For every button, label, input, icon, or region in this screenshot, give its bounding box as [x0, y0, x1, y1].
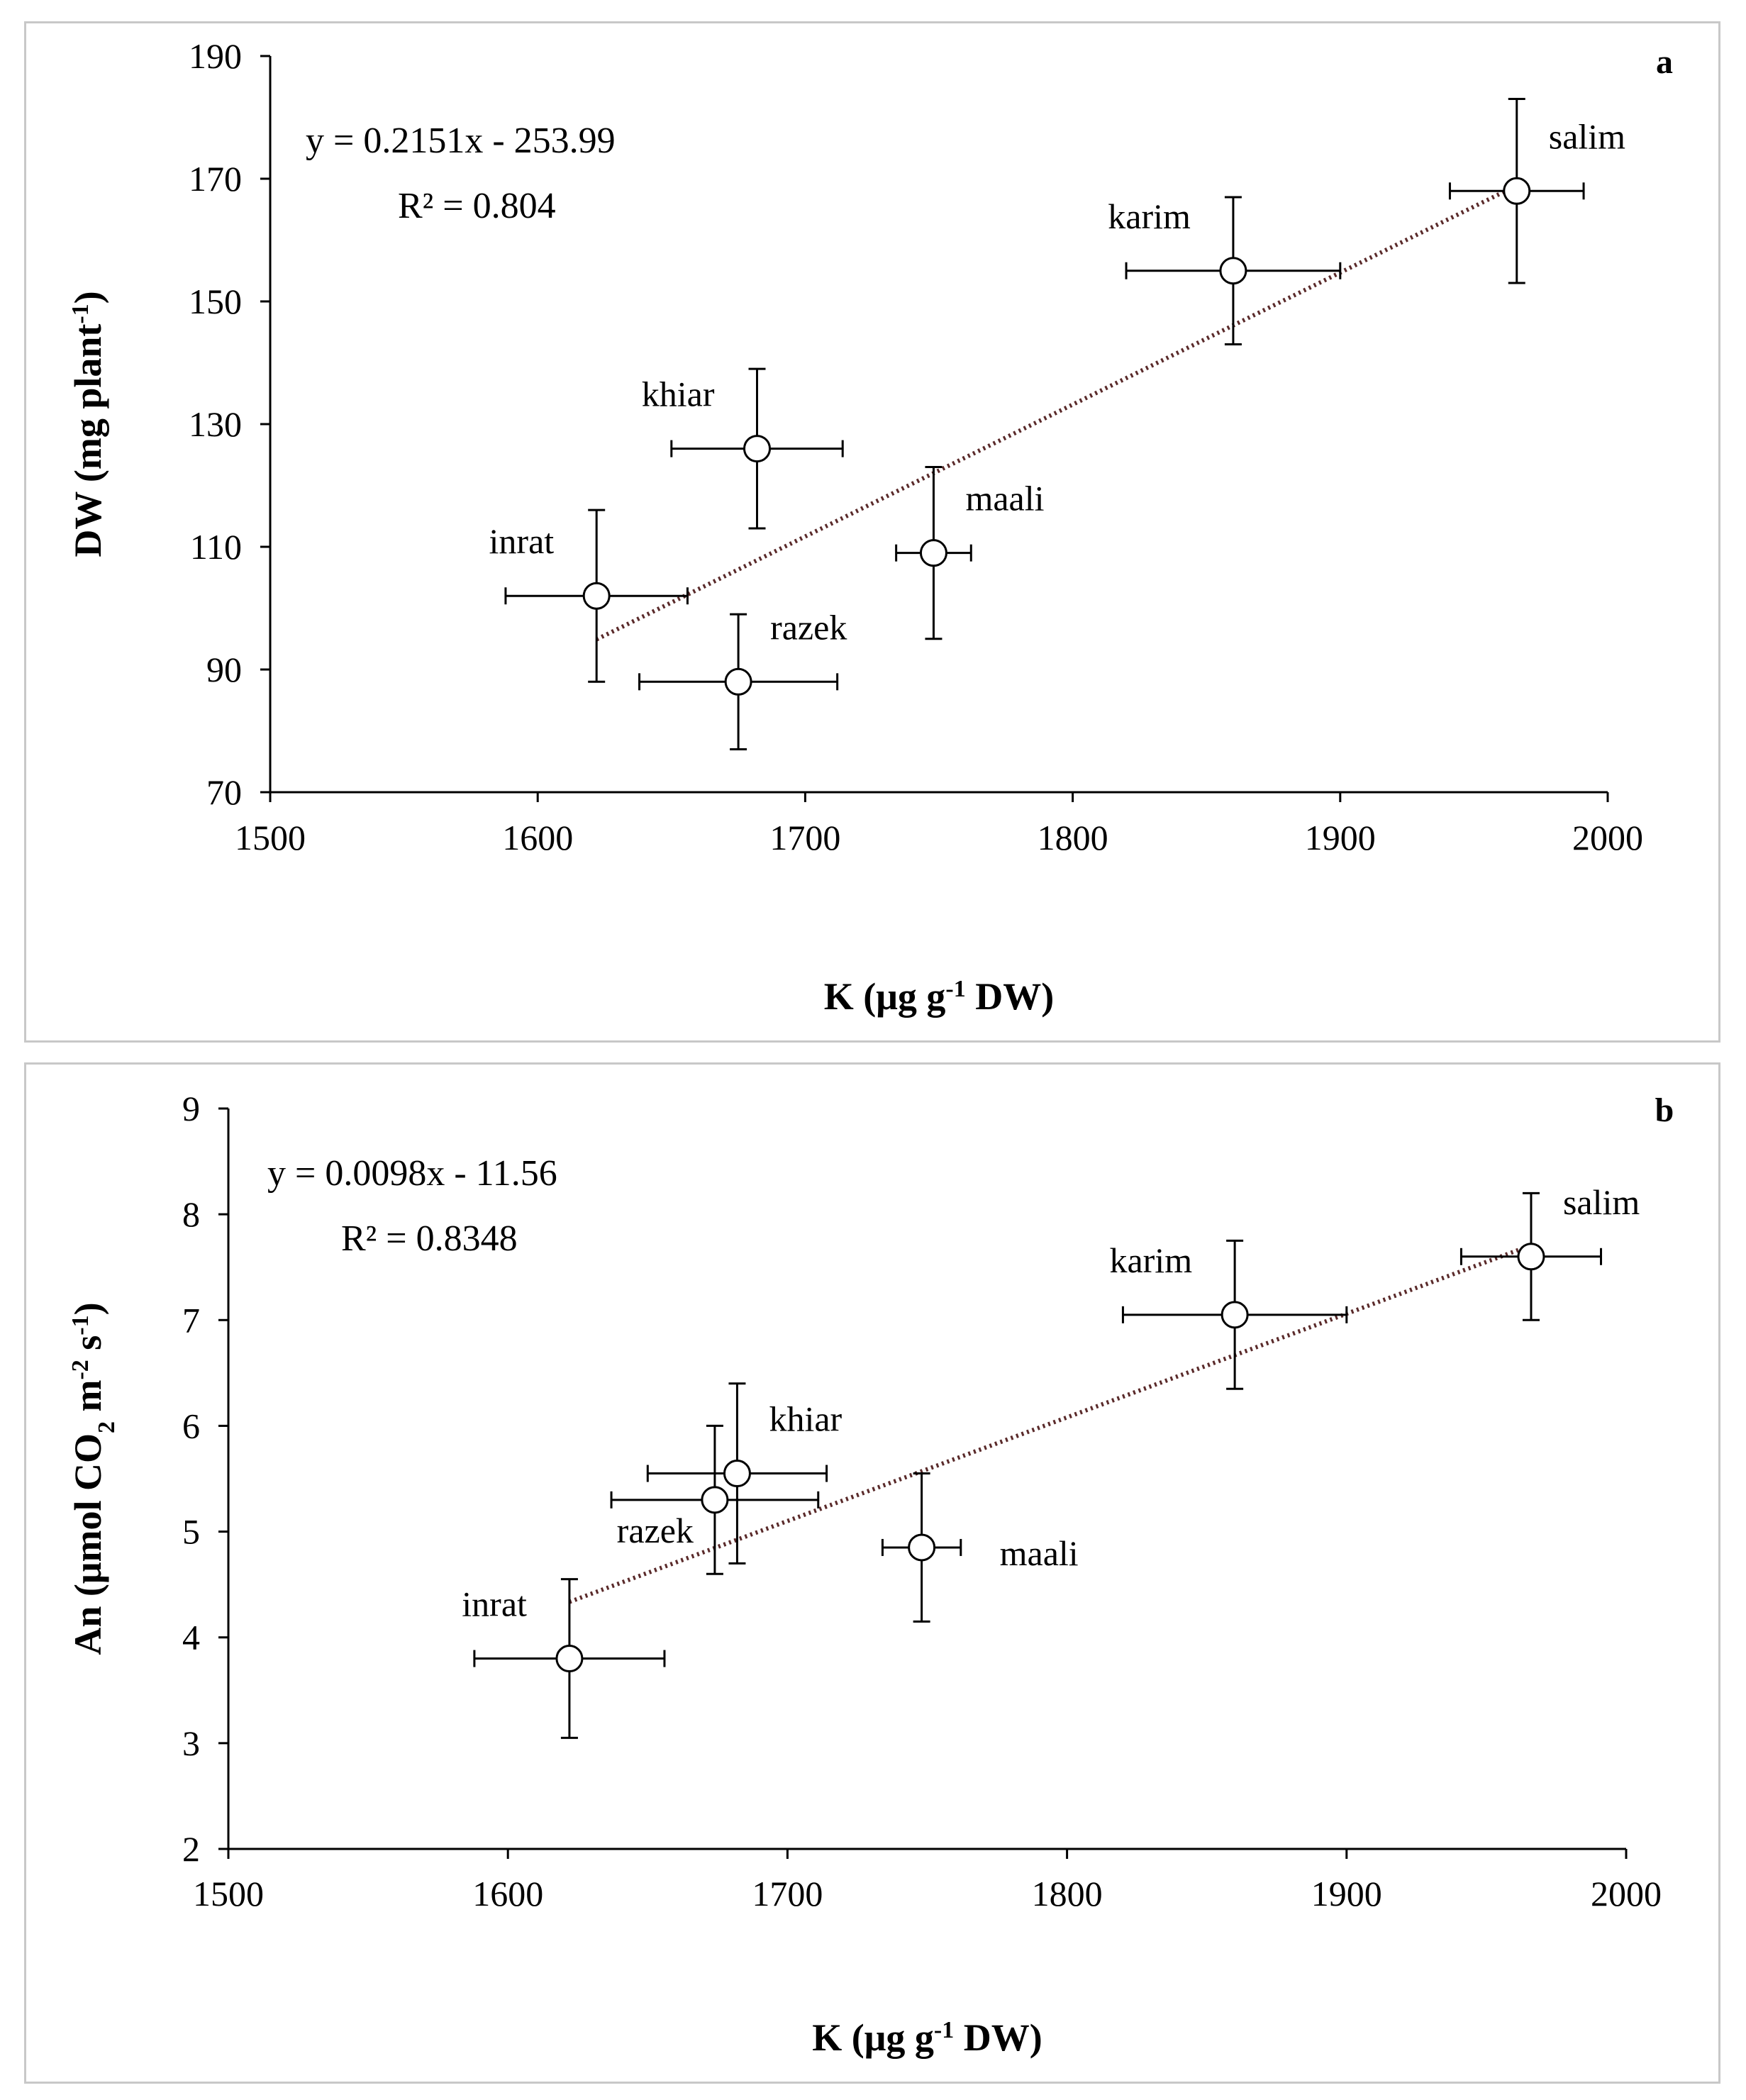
x-axis-title-sup: -1 — [945, 976, 965, 1002]
data-point-maali: maali — [881, 1472, 1079, 1623]
point-label: khiar — [642, 374, 715, 414]
y-tick-label: 3 — [182, 1723, 200, 1763]
chart-panel-a: 70 90 110 130 150 170 190 1500 1600 1700 1800 1900 2… — [24, 21, 1720, 1043]
y-axis-title-tail: ) — [67, 1302, 109, 1315]
y-tick-label: 5 — [182, 1512, 200, 1552]
point-marker — [555, 1645, 584, 1673]
point-marker — [701, 1486, 729, 1514]
point-marker — [582, 582, 611, 610]
data-point-razek: razek — [610, 1424, 820, 1575]
y-axis-title-sup: -1 — [67, 304, 94, 323]
data-point-maali: maali — [895, 466, 1045, 640]
y-tick-label: 7 — [182, 1300, 200, 1340]
point-label: salim — [1563, 1182, 1640, 1222]
point-marker — [1220, 1301, 1249, 1329]
y-axis-title-tail: ) — [67, 291, 109, 304]
y-axis-title-sub: 2 — [94, 1421, 120, 1433]
y-axis-title: An (μmol CO2 m-2 s-1) — [67, 1302, 120, 1655]
x-axis-title-tail: DW) — [966, 975, 1054, 1018]
x-tick-label: 1600 — [502, 818, 573, 857]
y-axis-title-main: DW (mg plant — [67, 324, 109, 557]
r-squared-label: R² = 0.804 — [398, 186, 556, 226]
x-axis-title: K (μg g-1 DW) — [812, 2016, 1042, 2059]
point-label: maali — [1000, 1533, 1079, 1573]
r-squared-label: R² = 0.8348 — [341, 1218, 518, 1259]
y-axis-title-main: An (μmol CO — [67, 1433, 109, 1655]
trendline — [568, 1243, 1533, 1604]
x-tick-label: 1500 — [235, 818, 306, 857]
x-tick-label: 1900 — [1305, 818, 1376, 857]
x-tick-label: 1800 — [1038, 818, 1108, 857]
point-marker — [1503, 177, 1531, 205]
panel-letter: b — [1655, 1091, 1674, 1129]
point-label: inrat — [489, 521, 555, 561]
point-label: khiar — [769, 1399, 842, 1439]
y-tick-label: 6 — [182, 1406, 200, 1445]
y-tick-label: 110 — [190, 527, 242, 567]
point-label: karim — [1109, 1240, 1192, 1280]
y-axis-title-mid2: s — [67, 1335, 109, 1360]
data-point-inrat: inrat — [462, 1578, 666, 1739]
point-marker — [919, 539, 947, 567]
x-tick-label: 1900 — [1311, 1874, 1382, 1913]
y-tick-label: 4 — [182, 1618, 200, 1657]
point-marker — [723, 1460, 751, 1488]
x-tick-label: 1700 — [769, 818, 840, 857]
data-point-karim: karim — [1108, 196, 1342, 346]
data-point-salim: salim — [1459, 1182, 1640, 1321]
y-tick-label: 190 — [189, 36, 242, 76]
point-label: karim — [1108, 196, 1191, 236]
x-axis-title: K (μg g-1 DW) — [824, 975, 1054, 1018]
chart-panel-b: 2 3 4 5 6 7 8 9 1500 1600 1700 1800 1900 2000 K (μg g-… — [24, 1062, 1720, 2084]
y-axis-title-sup2: -1 — [67, 1315, 94, 1335]
x-tick-label: 1800 — [1032, 1874, 1103, 1913]
point-marker — [908, 1533, 936, 1562]
x-axis-title-sup: -1 — [934, 2017, 954, 2043]
x-axis-title-tail: DW) — [954, 2016, 1042, 2059]
y-axis-title-mid: m — [67, 1380, 109, 1422]
y-tick-label: 2 — [182, 1829, 200, 1869]
y-tick-label: 70 — [206, 772, 242, 812]
x-tick-label: 2000 — [1591, 1874, 1662, 1913]
y-axis-title: DW (mg plant-1) — [67, 291, 109, 557]
y-tick-label: 9 — [182, 1089, 200, 1128]
data-point-khiar: khiar — [642, 367, 844, 530]
y-tick-label: 8 — [182, 1194, 200, 1234]
panel-letter: a — [1656, 43, 1673, 81]
y-tick-label: 150 — [189, 282, 242, 321]
x-tick-label: 1700 — [752, 1874, 823, 1913]
point-marker — [1219, 257, 1247, 285]
trendline — [595, 183, 1518, 642]
point-label: razek — [770, 607, 847, 647]
point-label: inrat — [462, 1584, 527, 1624]
chart-a-svg: 70 90 110 130 150 170 190 1500 1600 1700 1800 1900 2… — [67, 36, 1673, 1018]
x-axis-title-main: K (μg g — [812, 2016, 934, 2059]
data-point-inrat: inrat — [489, 509, 689, 683]
x-tick-label: 1500 — [193, 1874, 264, 1913]
x-tick-label: 2000 — [1572, 818, 1643, 857]
y-tick-label: 130 — [189, 404, 242, 444]
data-point-salim: salim — [1448, 98, 1625, 284]
trendline-equation: y = 0.0098x - 11.56 — [267, 1153, 557, 1194]
point-label: salim — [1549, 116, 1625, 156]
point-label: razek — [617, 1511, 694, 1550]
data-point-khiar: khiar — [646, 1382, 843, 1565]
y-tick-label: 90 — [206, 650, 242, 689]
x-axis-title-main: K (μg g — [824, 975, 946, 1018]
x-tick-label: 1600 — [472, 1874, 543, 1913]
point-marker — [1517, 1243, 1545, 1271]
data-point-karim: karim — [1109, 1239, 1348, 1390]
y-tick-label: 170 — [189, 159, 242, 199]
trendline-equation: y = 0.2151x - 253.99 — [306, 121, 616, 161]
point-label: maali — [965, 479, 1044, 518]
point-marker — [743, 435, 772, 463]
point-marker — [724, 667, 752, 696]
y-axis-title-sup1: -2 — [67, 1360, 94, 1379]
data-point-razek: razek — [638, 607, 847, 750]
